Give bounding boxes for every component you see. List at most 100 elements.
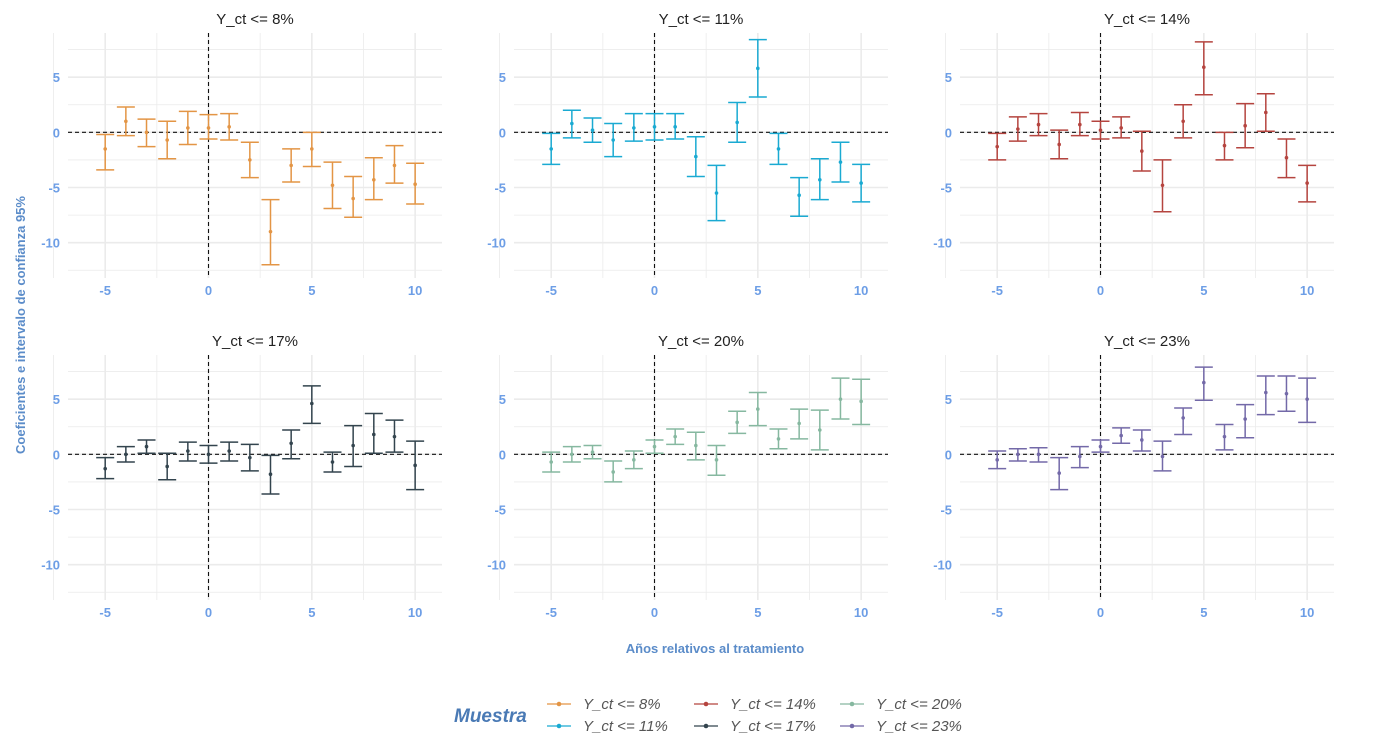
error-bar [1153,159,1172,213]
data-point [797,193,801,198]
error-bar [178,441,197,462]
error-bar [1153,440,1172,472]
legend-key-point [556,723,562,729]
legend-item: Y_ct <= 20% [840,696,962,713]
data-point [351,443,355,448]
panel: Y_ct <= 20% 5 0 -5 -10 -5 0 5 10 [487,333,888,620]
error-bar [728,410,747,435]
data-point [652,125,657,129]
error-bar [810,158,829,201]
error-bar [1112,427,1131,445]
y-tick-label: -5 [494,181,506,196]
y-tick-label: -10 [487,558,506,573]
error-bar [852,163,871,203]
data-point [1078,122,1082,127]
data-point [144,444,149,449]
data-point [632,126,636,130]
data-point [818,428,822,432]
legend-item: Y_ct <= 14% [694,696,816,713]
x-tick-label: -5 [991,605,1003,620]
y-tick-label: -5 [940,181,952,196]
data-point [652,444,657,449]
error-bar [220,112,239,141]
legend-label: Y_ct <= 20% [876,696,962,713]
data-point [1140,438,1144,442]
x-tick-label: 10 [1300,283,1314,298]
x-tick-label: -5 [99,605,111,620]
data-point [1016,127,1020,131]
legend-items: Y_ct <= 8% Y_ct <= 11% Y_ct <= 14% Y_ct <= … [547,696,962,735]
data-point [1181,416,1185,420]
data-point [1284,155,1289,160]
panel-title: Y_ct <= 23% [1104,333,1190,350]
error-bar [282,429,301,460]
data-point [570,452,574,457]
error-bar [1070,445,1089,469]
legend-key-point [849,723,855,729]
error-bar [583,117,602,144]
data-point [838,397,843,401]
error-bar [583,444,602,460]
error-bar [831,377,850,420]
x-tick-label: 0 [1097,283,1104,298]
error-bar [1256,92,1275,132]
error-bar [1091,120,1110,140]
x-tick-label: 5 [308,605,315,620]
panel-title: Y_ct <= 17% [212,333,298,350]
error-bar [220,441,239,462]
data-point [1057,471,1061,475]
error-bar [831,141,850,183]
x-tick-label: 0 [1097,605,1104,620]
data-point [1036,452,1041,457]
error-bar [199,113,218,140]
error-bar [137,439,156,454]
legend-item: Y_ct <= 11% [547,718,668,735]
error-bar [116,106,135,137]
data-point [1264,390,1268,395]
error-bar [1298,377,1317,424]
panel: Y_ct <= 17% 5 0 -5 -10 -5 0 5 10 [41,333,442,620]
error-bar [1008,116,1027,142]
y-tick-label: 5 [53,392,60,407]
data-point [735,420,739,425]
error-bar [116,445,135,463]
data-point [1202,380,1206,385]
x-tick-label: 5 [1200,283,1207,298]
error-bar [988,450,1007,470]
data-point [1181,119,1185,124]
data-point [611,138,615,142]
error-bar [790,408,809,440]
error-bar [604,460,623,483]
data-point [248,158,252,162]
error-bar [240,141,259,179]
data-point [818,177,822,182]
error-bar [1132,429,1151,452]
data-point [1305,181,1309,185]
error-bar [1132,130,1151,172]
error-bar [178,110,197,146]
y-tick-label: 0 [499,125,506,140]
legend-label: Y_ct <= 17% [730,718,816,735]
error-bar [1091,439,1110,453]
error-bar [406,162,425,205]
y-tick-label: 5 [945,392,952,407]
data-point [756,66,760,71]
y-tick-label: 5 [499,70,506,85]
error-bar [1112,116,1131,139]
error-bar [261,454,280,495]
x-tick-label: 0 [205,283,212,298]
data-point [776,437,781,441]
x-tick-label: -5 [545,605,557,620]
error-bar [158,452,177,481]
error-bar [645,112,664,141]
error-bar [282,148,301,183]
error-bar [1174,407,1193,436]
y-tick-label: -5 [48,503,60,518]
data-point [289,163,293,168]
error-bar [199,444,218,464]
data-point [590,450,595,454]
error-bar [542,451,561,473]
error-bar [364,412,383,454]
data-point [1284,391,1289,396]
data-point [124,119,128,124]
